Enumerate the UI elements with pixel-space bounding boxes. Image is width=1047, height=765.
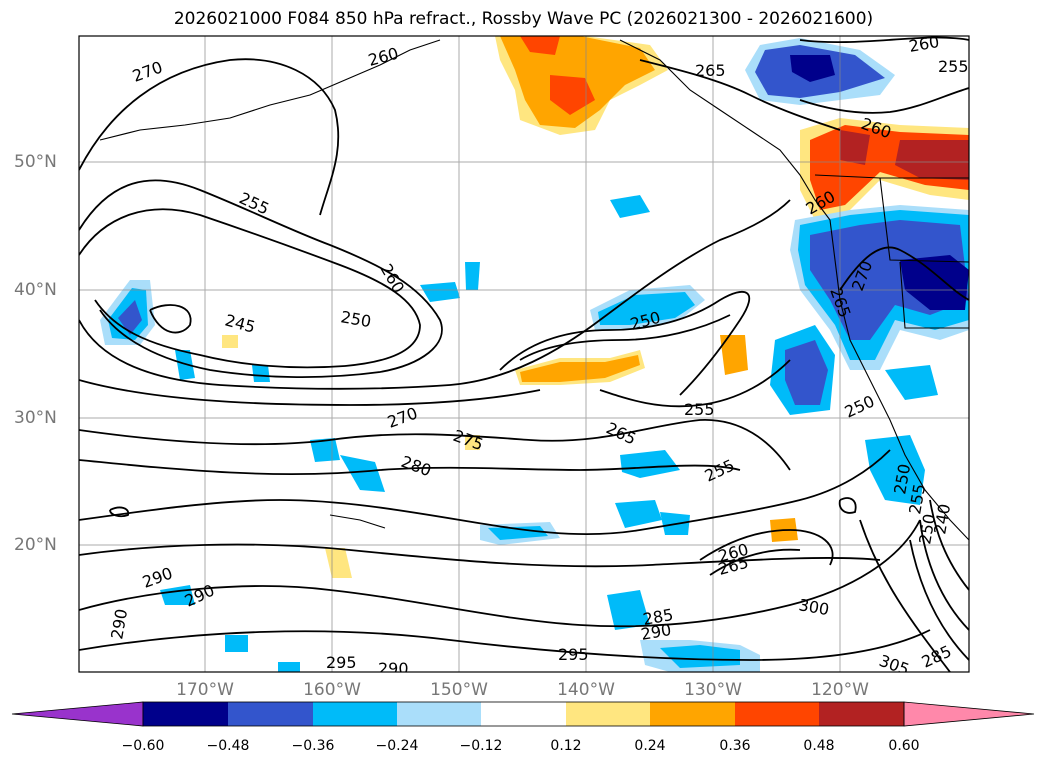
lon-label: 160°W	[303, 680, 361, 700]
contour-label: 295	[558, 645, 589, 664]
contour-label: 255	[938, 57, 969, 76]
colorbar-tick-label: −0.48	[206, 738, 250, 754]
colorbar-tick-label: −0.12	[459, 738, 503, 754]
colorbar-tick-label: 0.24	[634, 738, 666, 754]
anomaly-negative	[598, 292, 695, 325]
lat-label: 20°N	[14, 535, 57, 555]
colorbar-segment	[650, 702, 735, 726]
contour-label: 290	[378, 659, 409, 678]
colorbar-segment	[566, 702, 650, 726]
lat-label: 30°N	[14, 408, 57, 428]
anomaly-positive	[720, 335, 748, 375]
anomaly-negative	[340, 455, 385, 492]
colorbar-tick-label: 0.12	[550, 738, 582, 754]
anomaly-negative	[607, 590, 650, 630]
contour-label: 260	[907, 32, 940, 56]
lat-label: 40°N	[14, 280, 57, 300]
anomaly-negative	[900, 255, 969, 310]
lon-label: 120°W	[811, 680, 869, 700]
anomaly-negative	[118, 300, 142, 335]
colorbar-tick-label: −0.36	[291, 738, 335, 754]
map-panel: 270 255 260 250 245 250 260 265 260 255 …	[78, 32, 970, 678]
anomaly-positive	[222, 335, 238, 348]
anomaly-negative	[465, 262, 480, 290]
anomaly-negative	[225, 635, 248, 652]
coastlines	[99, 39, 969, 541]
contour-label: 255	[684, 400, 715, 419]
refractivity-contours	[79, 36, 969, 672]
colorbar-extend-high	[903, 701, 1035, 727]
anomaly-negative	[278, 662, 300, 672]
colorbar-tick-label: 0.48	[803, 738, 835, 754]
lon-label: 150°W	[430, 680, 488, 700]
anomaly-negative	[785, 340, 828, 405]
anomaly-negative	[885, 365, 938, 400]
anomaly-positive	[520, 355, 640, 382]
colorbar-tick-label: −0.60	[121, 738, 165, 754]
anomaly-negative	[620, 450, 680, 478]
colorbar-segment	[819, 702, 904, 726]
contour-label: 265	[695, 61, 726, 80]
anomaly-negative	[252, 365, 270, 382]
colorbar-tick-label: −0.24	[375, 738, 419, 754]
anomaly-positive	[840, 130, 870, 165]
colorbar-segment	[228, 702, 313, 726]
contour-label: 295	[326, 653, 357, 672]
anomaly-positive	[465, 435, 480, 450]
anomaly-negative	[488, 526, 548, 540]
lat-label: 50°N	[14, 152, 57, 172]
anomaly-negative	[865, 435, 925, 505]
lon-label: 130°W	[684, 680, 742, 700]
colorbar-segment	[397, 702, 481, 726]
graticule	[79, 36, 969, 672]
colorbar-segment	[735, 702, 819, 726]
colorbar-tick-label: 0.60	[888, 738, 920, 754]
colorbar-tick-label: 0.36	[719, 738, 751, 754]
anomaly-positive	[550, 75, 595, 115]
anomaly-positive	[895, 140, 969, 180]
anomaly-negative	[790, 55, 835, 82]
colorbar-extend-low	[11, 701, 144, 727]
colorbar-segment	[313, 702, 397, 726]
anomaly-positive	[520, 36, 560, 55]
lon-label: 170°W	[176, 680, 234, 700]
anomaly-negative	[810, 220, 969, 340]
anomaly-negative	[615, 500, 662, 528]
lon-label: 140°W	[557, 680, 615, 700]
colorbar-segment	[143, 702, 228, 726]
anomaly-negative	[660, 645, 740, 668]
anomaly-negative	[175, 350, 195, 380]
anomaly-negative	[420, 282, 460, 302]
map-title: 2026021000 F084 850 hPa refract., Rossby…	[173, 9, 874, 29]
anomaly-shading	[100, 36, 969, 672]
anomaly-negative	[610, 195, 650, 218]
colorbar	[11, 701, 1035, 727]
colorbar-segment	[481, 702, 566, 726]
